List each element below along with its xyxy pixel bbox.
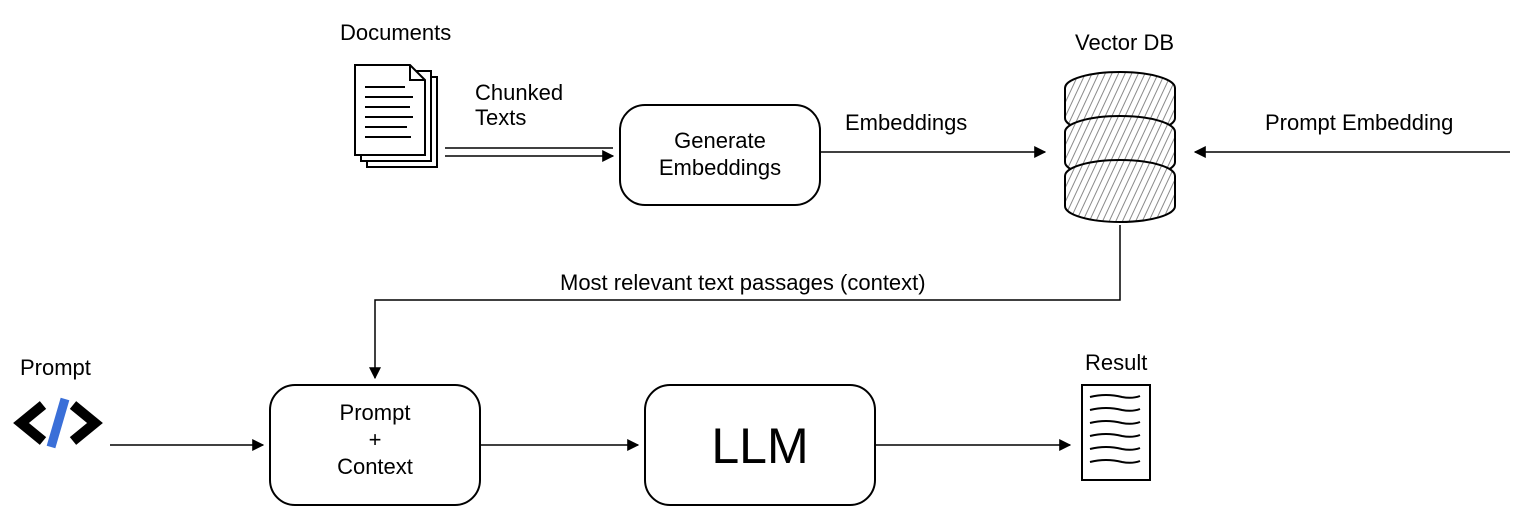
generate-embeddings-node: Generate Embeddings [620,105,820,205]
chunked-texts-label-2: Texts [475,105,526,130]
embeddings-label: Embeddings [845,110,967,135]
edge-db-to-context [375,225,1120,378]
context-label: Most relevant text passages (context) [560,270,926,295]
documents-icon [355,65,437,167]
documents-title: Documents [340,20,451,45]
prompt-context-label-3: Context [337,454,413,479]
rag-diagram: Documents Chunked Texts Generate Embeddi… [0,0,1517,530]
prompt-context-label-1: Prompt [340,400,411,425]
prompt-context-node: Prompt + Context [270,385,480,505]
llm-node: LLM [645,385,875,505]
llm-label: LLM [711,418,808,474]
edge-docs-to-embeddings [445,148,613,156]
result-title: Result [1085,350,1147,375]
prompt-embedding-label: Prompt Embedding [1265,110,1453,135]
code-prompt-icon [21,399,95,447]
prompt-title: Prompt [20,355,91,380]
prompt-context-label-2: + [369,427,382,452]
vector-db-icon [1065,72,1175,222]
vector-db-title: Vector DB [1075,30,1174,55]
result-icon [1082,385,1150,480]
chunked-texts-label-1: Chunked [475,80,563,105]
generate-embeddings-label-1: Generate [674,128,766,153]
generate-embeddings-label-2: Embeddings [659,155,781,180]
